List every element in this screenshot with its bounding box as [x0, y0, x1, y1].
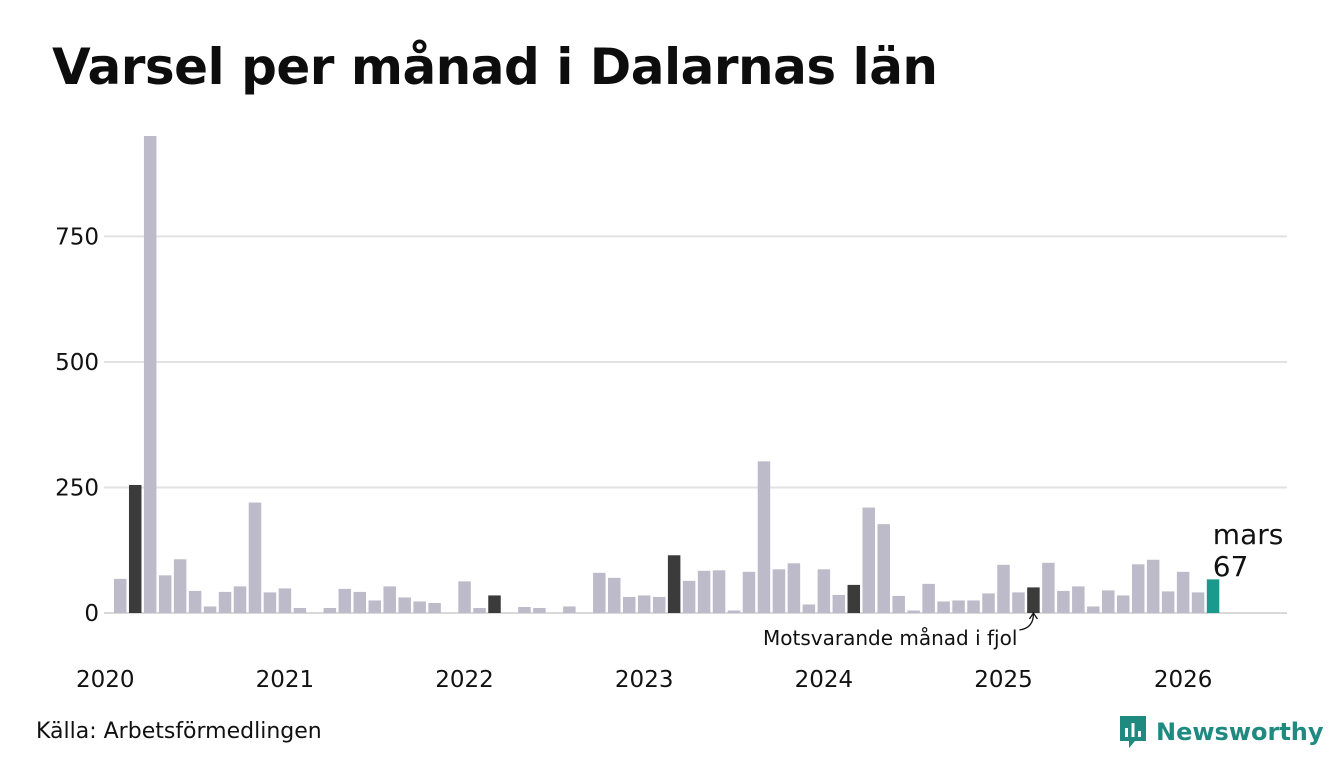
bar — [263, 592, 277, 613]
bar — [563, 606, 576, 613]
bar — [353, 591, 367, 613]
bar — [952, 600, 965, 613]
bars — [114, 136, 1220, 613]
y-tick-label: 0 — [84, 601, 99, 627]
bar — [278, 588, 292, 613]
bar-same-month — [488, 595, 501, 613]
bar — [218, 591, 232, 613]
y-tick-label: 750 — [55, 224, 99, 250]
bar — [188, 590, 202, 613]
bar — [967, 600, 980, 613]
bar — [997, 564, 1010, 613]
x-tick-label: 2024 — [795, 667, 854, 693]
bar-same-month — [128, 484, 142, 613]
bar — [802, 604, 816, 613]
bar — [248, 502, 262, 613]
newsworthy-logo: Newsworthy — [1118, 714, 1324, 750]
annotation-arrowhead — [1028, 611, 1038, 620]
brand-name: Newsworthy — [1156, 718, 1324, 746]
bar — [637, 595, 651, 613]
x-tick-label: 2020 — [76, 667, 135, 693]
bar — [413, 601, 426, 613]
bar — [907, 610, 920, 613]
bar — [1102, 590, 1115, 613]
bar — [1161, 591, 1175, 613]
bar-same-month — [1027, 587, 1040, 613]
bar — [727, 610, 741, 613]
bar — [862, 507, 875, 613]
current-month-label: mars — [1213, 518, 1284, 551]
y-tick-label: 250 — [55, 475, 99, 501]
bar — [922, 583, 935, 613]
bar — [1012, 592, 1025, 613]
bar — [757, 461, 771, 613]
bar — [593, 572, 606, 613]
bar — [1116, 595, 1130, 613]
bar — [742, 571, 756, 613]
bar — [1146, 559, 1160, 613]
bar — [772, 569, 786, 613]
bar — [518, 606, 531, 613]
bar — [697, 570, 711, 613]
bar — [682, 580, 696, 613]
bar — [1072, 586, 1085, 613]
bar — [173, 559, 187, 613]
bar — [817, 569, 831, 613]
bar — [892, 595, 905, 613]
bar — [608, 577, 621, 613]
bar — [338, 588, 352, 613]
x-tick-label: 2023 — [615, 667, 674, 693]
y-axis-ticks: 0 250 500 750 — [55, 224, 99, 627]
bar — [203, 606, 217, 613]
x-tick-label: 2025 — [974, 667, 1033, 693]
bar — [1087, 606, 1100, 613]
bar — [982, 593, 995, 613]
bar — [158, 575, 172, 613]
bar-same-month — [847, 584, 861, 613]
bar — [323, 607, 337, 613]
newsworthy-logo-icon — [1120, 716, 1146, 748]
bar — [114, 578, 127, 613]
bar — [877, 524, 890, 613]
bar — [622, 596, 636, 613]
bar — [832, 594, 846, 613]
bar — [473, 607, 486, 613]
x-tick-label: 2022 — [435, 667, 494, 693]
bar — [458, 581, 471, 613]
current-value-label: 67 — [1213, 550, 1249, 583]
bar — [428, 602, 441, 613]
bar — [787, 563, 801, 613]
x-tick-label: 2026 — [1154, 667, 1213, 693]
bar-same-month — [667, 555, 681, 613]
annotation-label: Motsvarande månad i fjol — [763, 626, 1017, 650]
bar — [368, 600, 381, 613]
bar — [1057, 590, 1070, 613]
x-axis-year-labels: 2020 2021 2022 2023 2024 2025 2026 — [76, 667, 1212, 693]
bar — [293, 607, 307, 613]
bar — [533, 607, 546, 613]
bar-current-month — [1206, 579, 1220, 613]
x-tick-label: 2021 — [256, 667, 315, 693]
bar — [398, 597, 411, 613]
bar — [652, 596, 666, 613]
bar — [233, 586, 247, 613]
bar — [1131, 564, 1145, 613]
bar — [712, 570, 726, 613]
bar — [937, 601, 950, 613]
page-title: Varsel per månad i Dalarnas län — [52, 38, 938, 96]
source-note: Källa: Arbetsförmedlingen — [36, 719, 322, 744]
bar — [1176, 571, 1190, 613]
gridlines — [104, 235, 1287, 614]
bar — [383, 586, 396, 613]
bar — [143, 136, 157, 613]
annotation-arrow — [1019, 613, 1035, 631]
bar — [1191, 592, 1205, 613]
y-tick-label: 500 — [55, 350, 99, 376]
bar — [1042, 562, 1055, 613]
